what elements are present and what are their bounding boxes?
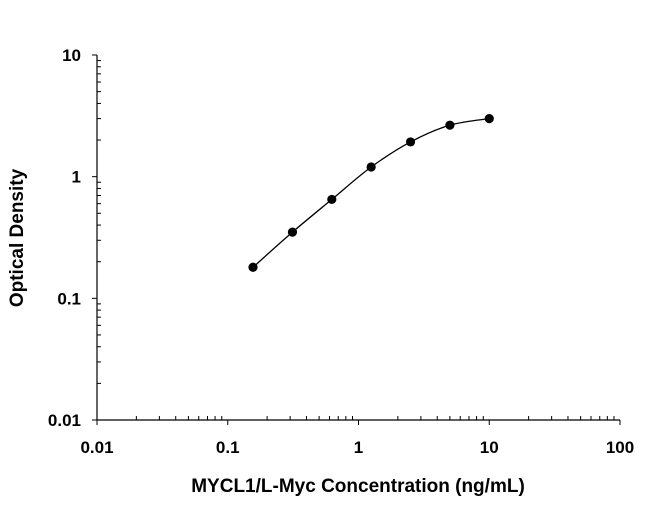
data-point	[248, 262, 258, 272]
x-tick-label: 0.01	[80, 438, 113, 457]
data-point	[405, 137, 416, 147]
fit-curve	[252, 117, 490, 268]
y-tick-label: 0.01	[48, 411, 81, 430]
x-tick-label: 100	[606, 438, 634, 457]
x-axis-label: MYCL1/L-Myc Concentration (ng/mL)	[191, 476, 525, 497]
x-tick-label: 0.1	[216, 438, 240, 457]
data-point	[287, 227, 298, 237]
y-tick-label: 10	[62, 46, 81, 65]
axes	[96, 55, 620, 421]
y-axis-ticks: 0.01 0.1 1 10	[48, 46, 101, 430]
data-point	[366, 162, 376, 172]
y-tick-label: 0.1	[57, 289, 81, 308]
data-points	[248, 114, 494, 272]
data-point	[484, 114, 494, 124]
x-tick-label: 1	[354, 438, 363, 457]
x-tick-label: 10	[480, 438, 499, 457]
data-point	[445, 120, 455, 130]
y-tick-label: 1	[72, 168, 81, 187]
data-point	[327, 194, 337, 205]
y-axis-label: Optical Density	[7, 168, 28, 307]
x-axis-ticks: 0.01 0.1 1 10 100	[80, 416, 634, 457]
